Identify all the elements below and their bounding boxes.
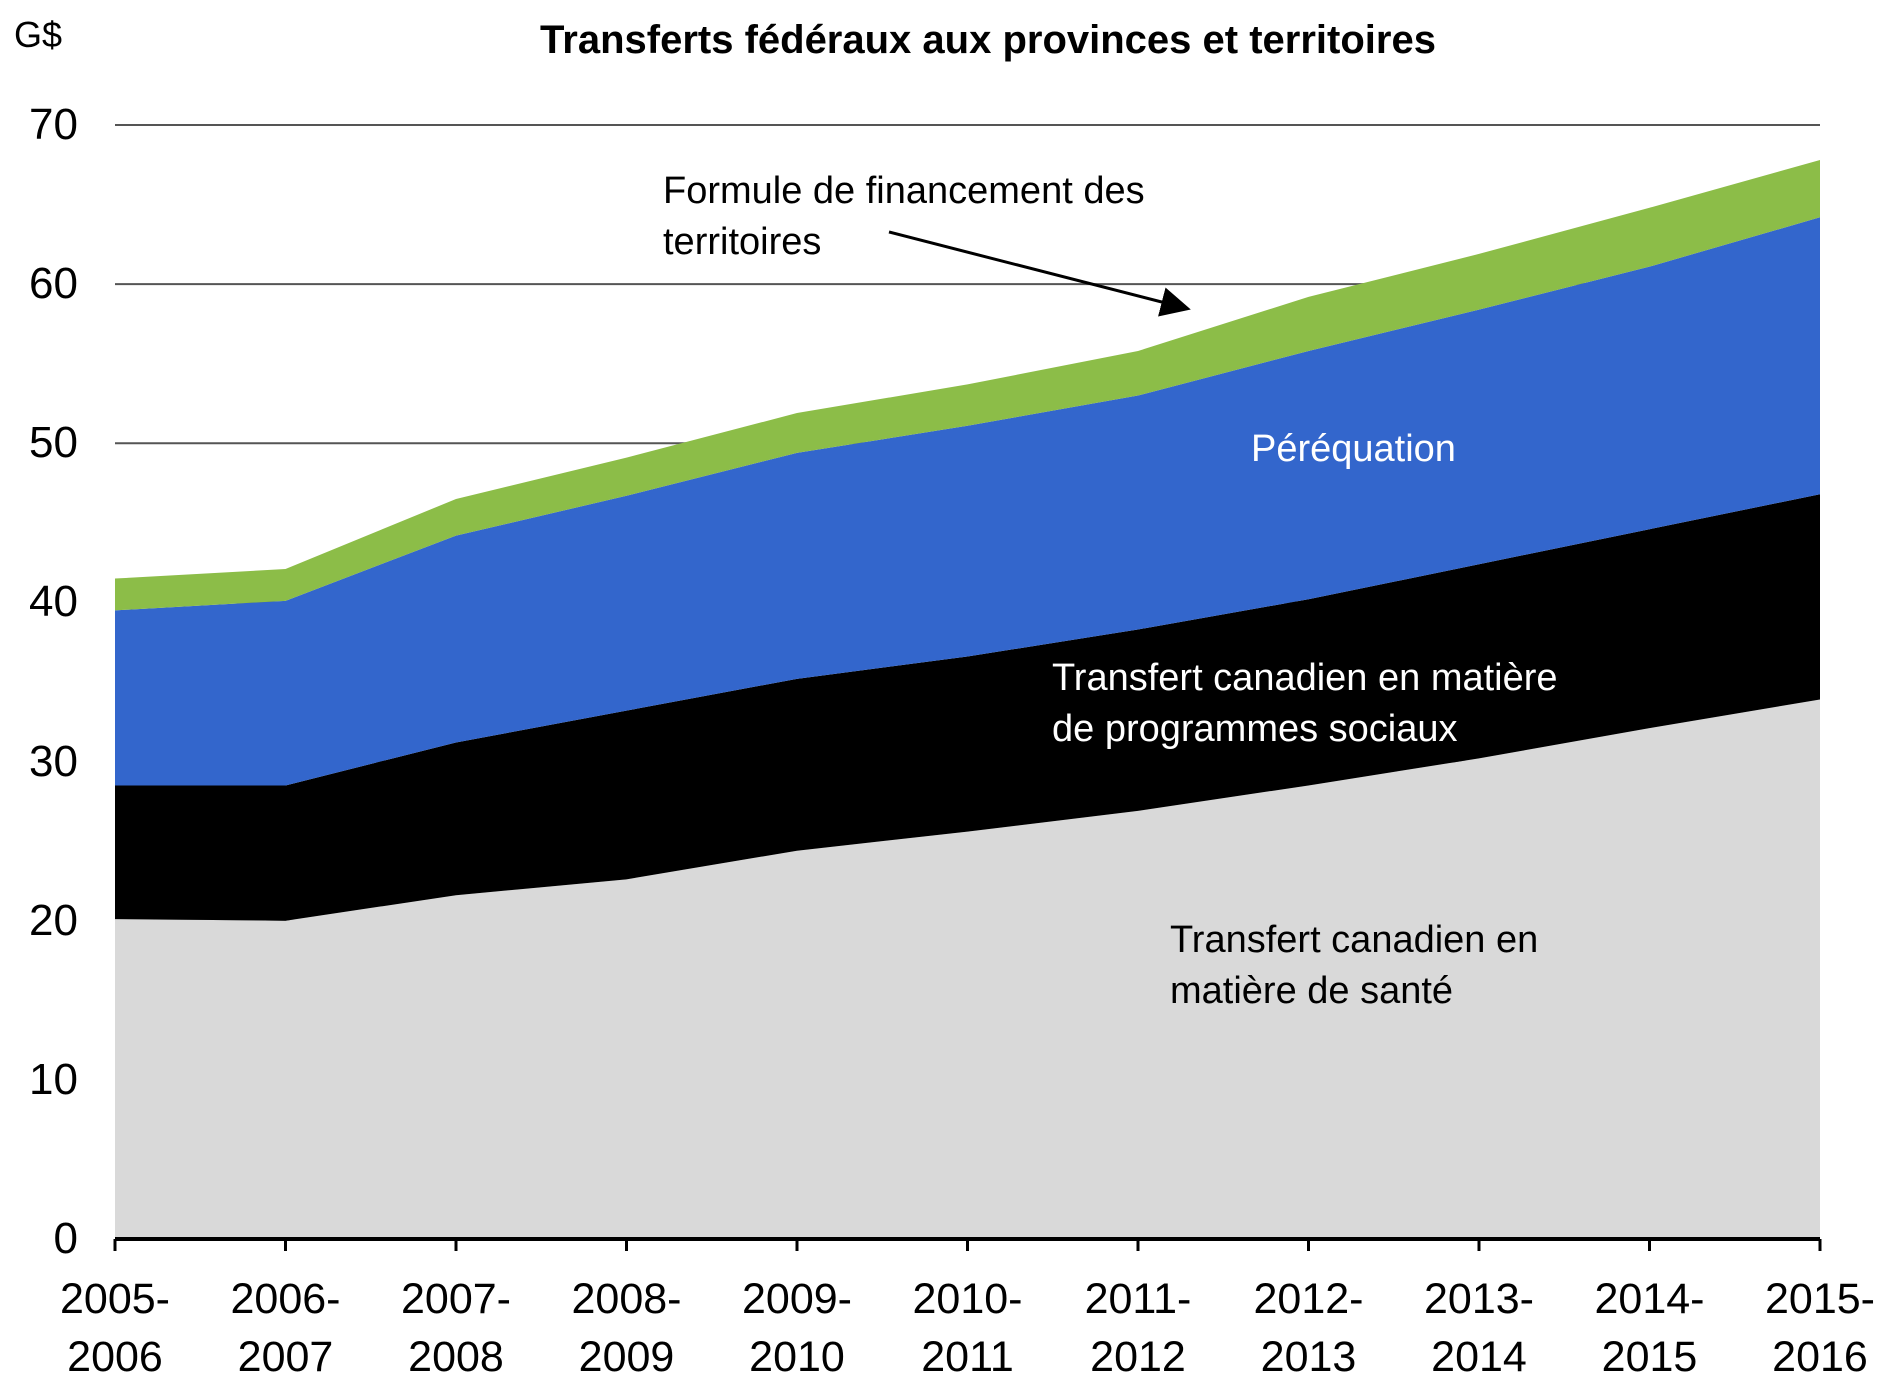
y-tick-label: 0 <box>53 1214 78 1263</box>
area <box>115 217 1820 786</box>
y-tick-label: 20 <box>29 895 78 945</box>
x-tick-label: 2009- 2010 <box>742 1275 852 1381</box>
x-tick-label: 2015- 2016 <box>1765 1275 1875 1381</box>
y-tick-label: 50 <box>29 418 78 468</box>
y-tick-label: 30 <box>29 736 78 786</box>
x-tick-label: 2011- 2012 <box>1084 1275 1192 1381</box>
x-tick-label: 2010- 2011 <box>912 1275 1023 1381</box>
area <box>115 160 1820 611</box>
area <box>115 494 1820 921</box>
chart-title: Transferts fédéraux aux provinces et ter… <box>540 18 1436 62</box>
x-tick-label: 2007- 2008 <box>401 1275 511 1381</box>
series-label: Péréquation <box>1251 428 1456 470</box>
series-label: Formule de financement des territoires <box>663 170 1145 263</box>
y-tick-label: 10 <box>29 1054 78 1104</box>
area <box>115 699 1820 1239</box>
annotation-arrow <box>888 230 1191 317</box>
x-tick-label: 2008- 2009 <box>571 1275 682 1381</box>
x-tick-label: 2012- 2013 <box>1253 1275 1364 1381</box>
x-tick-label: 2006- 2007 <box>230 1275 341 1381</box>
y-tick-label: 60 <box>29 259 78 309</box>
y-tick-label: 40 <box>29 577 78 627</box>
x-tick-label: 2005- 2006 <box>60 1275 170 1381</box>
y-axis-label: G$ <box>14 14 63 55</box>
x-tick-label: 2014- 2015 <box>1594 1275 1705 1381</box>
x-tick-label: 2013- 2014 <box>1424 1275 1534 1381</box>
series-label: Transfert canadien en matière de program… <box>1052 657 1558 750</box>
y-tick-label: 70 <box>29 100 78 149</box>
series-label: Transfert canadien en matière de santé <box>1170 919 1539 1012</box>
